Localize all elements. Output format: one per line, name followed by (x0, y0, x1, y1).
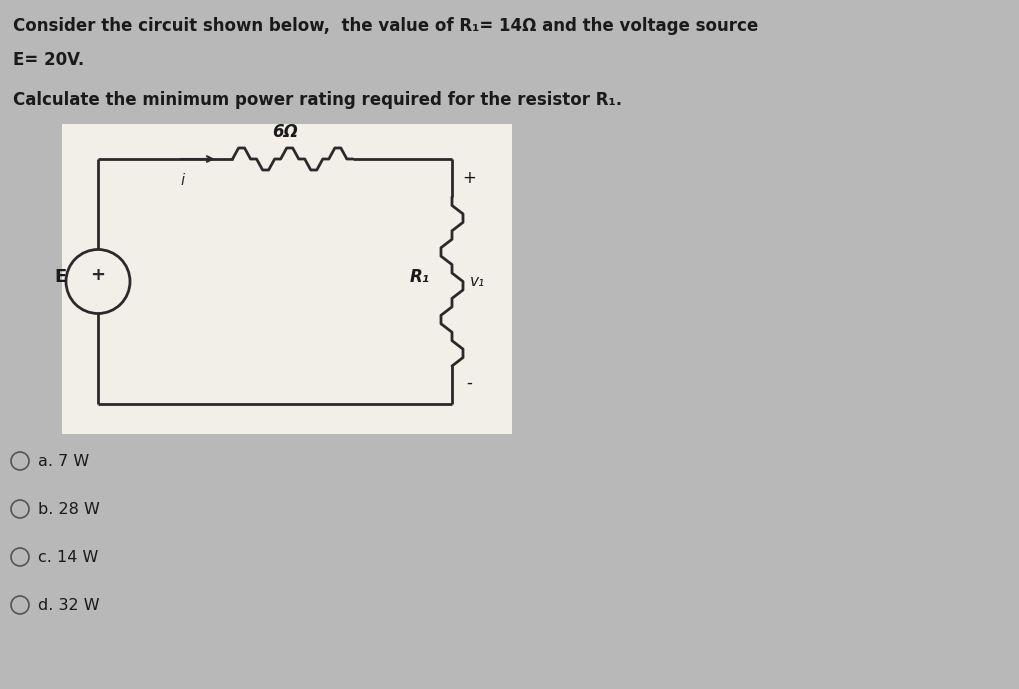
Text: Calculate the minimum power rating required for the resistor R₁.: Calculate the minimum power rating requi… (13, 91, 623, 109)
Text: E= 20V.: E= 20V. (13, 51, 85, 69)
Text: 6Ω: 6Ω (272, 123, 298, 141)
Bar (62, 124, 512, 434)
Text: +: + (91, 267, 106, 285)
Text: i: i (180, 173, 184, 188)
Text: d. 32 W: d. 32 W (38, 597, 100, 613)
Text: a. 7 W: a. 7 W (38, 453, 90, 469)
Text: Consider the circuit shown below,  the value of R₁= 14Ω and the voltage source: Consider the circuit shown below, the va… (13, 17, 758, 35)
Text: v₁: v₁ (470, 274, 485, 289)
Circle shape (66, 249, 130, 313)
Text: R₁: R₁ (410, 267, 430, 285)
Text: -: - (466, 374, 472, 392)
Text: E: E (54, 269, 66, 287)
Text: b. 28 W: b. 28 W (38, 502, 100, 517)
Text: c. 14 W: c. 14 W (38, 550, 99, 564)
Text: +: + (462, 169, 476, 187)
